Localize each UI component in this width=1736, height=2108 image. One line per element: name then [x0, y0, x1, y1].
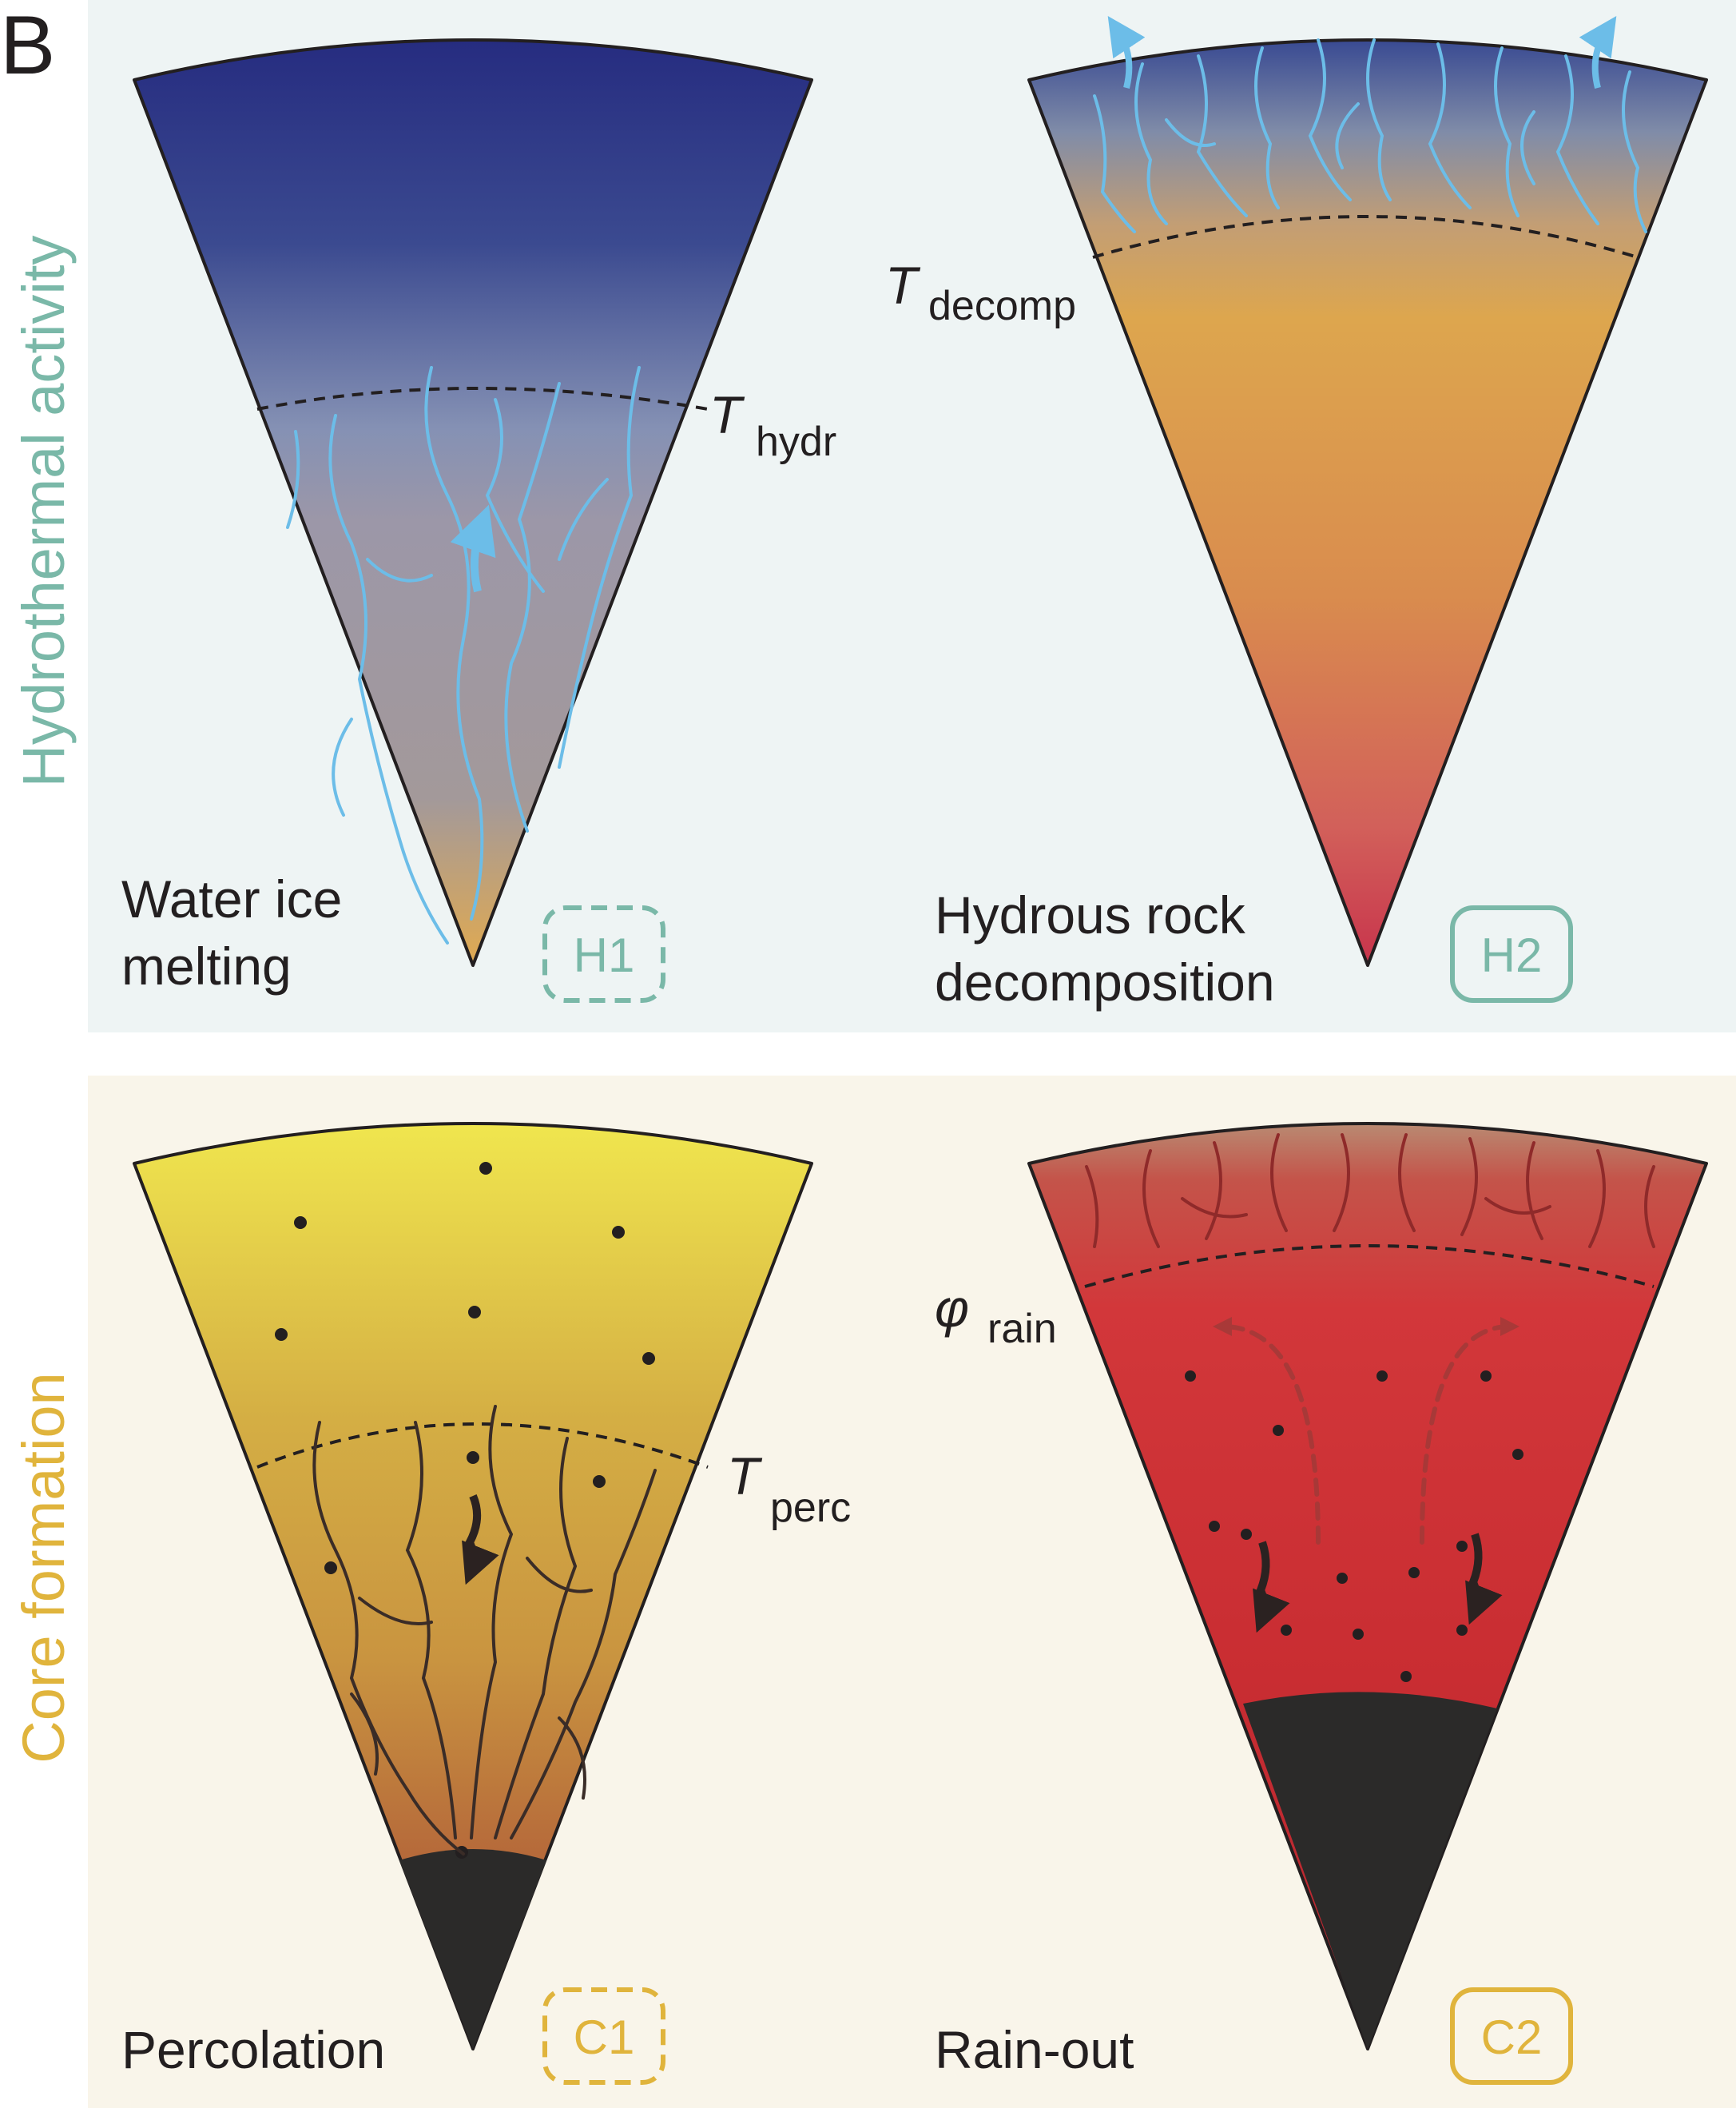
c1-threshold-line	[256, 1422, 709, 1469]
h2-badge	[1450, 905, 1573, 1003]
h1-water-channels	[286, 366, 641, 945]
c1-badge	[542, 1987, 665, 2085]
c2-convection-arrows	[1213, 1317, 1519, 1545]
c2-core	[1243, 1692, 1497, 2049]
h1-threshold-line	[256, 387, 709, 411]
c2-melt-veins	[1085, 1133, 1655, 1248]
hydrothermal-section-title: Hydrothermal activity	[10, 236, 77, 788]
c2-badge-label: C2	[1481, 2011, 1543, 2064]
core-section-title: Core formation	[10, 1372, 77, 1763]
c2-threshold-symbol: φ	[935, 1279, 969, 1338]
c1-threshold-subscript: perc	[770, 1485, 851, 1531]
c1-caption: Percolation	[121, 2020, 385, 2079]
h2-caption-line1: Hydrous rock	[935, 885, 1246, 945]
h1-badge-label: H1	[574, 929, 635, 982]
c2-sink-arrow-left	[1253, 1541, 1290, 1633]
h1-threshold-subscript: hydr	[756, 419, 836, 465]
h2-threshold-symbol: T	[885, 256, 921, 315]
c2-threshold-subscript: rain	[987, 1306, 1057, 1352]
c1-percolation-arrow	[462, 1494, 499, 1585]
h1-wedge	[133, 38, 813, 967]
h2-steam-arrow-left	[1107, 16, 1146, 89]
h2-threshold-line	[1092, 215, 1639, 259]
h2-badge-label: H2	[1481, 929, 1543, 982]
c2-sink-arrow-right	[1465, 1533, 1503, 1625]
c2-threshold-line	[1084, 1244, 1655, 1288]
panel-h2: T decomp Hydrous rock decomposition H2	[885, 16, 1708, 1012]
h1-water-arrow	[450, 504, 496, 593]
panel-letter: B	[0, 0, 55, 92]
c1-badge-label: C1	[574, 2011, 635, 2064]
h2-caption-line2: decomposition	[935, 953, 1275, 1012]
c1-metal-veins	[312, 1405, 657, 1855]
c2-badge	[1450, 1987, 1573, 2085]
panel-c2: φ rain Rain-out C2	[935, 1122, 1708, 2085]
c1-wedge	[133, 1122, 813, 2050]
h1-threshold-symbol: T	[709, 385, 745, 444]
h2-wedge	[1027, 38, 1708, 967]
h1-caption-line2: melting	[121, 937, 292, 996]
c2-caption: Rain-out	[935, 2020, 1134, 2079]
panel-c1: T perc Percolation C1	[121, 1122, 851, 2085]
h1-badge	[542, 905, 665, 1003]
h2-water-channels	[1093, 38, 1647, 233]
c2-wedge	[1027, 1122, 1708, 2050]
c1-threshold-symbol: T	[727, 1446, 763, 1505]
panel-h1: T hydr Water ice melting H1	[121, 38, 836, 1003]
h2-threshold-subscript: decomp	[928, 283, 1076, 329]
h1-caption-line1: Water ice	[121, 869, 342, 929]
h2-steam-arrow-right	[1579, 16, 1617, 89]
c2-metal-droplets	[1185, 1370, 1523, 1682]
c1-core	[399, 1849, 546, 2049]
